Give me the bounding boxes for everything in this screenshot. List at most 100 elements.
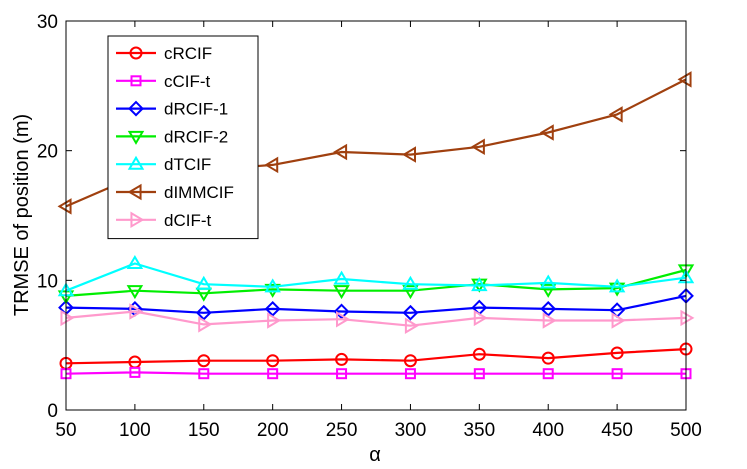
x-tick-label-300: 300 <box>395 420 427 441</box>
legend-item-dCIF-t: dCIF-t <box>116 211 212 230</box>
data-point-cRCIF-400 <box>541 351 555 365</box>
data-point-dRCIF-1-250 <box>333 303 350 320</box>
data-point-dRCIF-2-300 <box>402 285 419 300</box>
data-point-dRCIF-2-400 <box>539 283 557 298</box>
legend-item-dRCIF-2: dRCIF-2 <box>116 127 228 146</box>
data-point-dCIF-t-200 <box>267 312 282 329</box>
y-tick-label-30: 30 <box>37 12 58 33</box>
legend: cRCIF cCIF-t dRCIF-1 dRCIF-2 dTCIF dIMMCIF dCI… <box>107 35 259 240</box>
x-tick-label-50: 50 <box>55 420 76 441</box>
legend-item-cCIF-t: cCIF-t <box>116 72 211 91</box>
data-point-dTCIF-450 <box>608 278 626 293</box>
data-point-cRCIF-200 <box>266 354 280 368</box>
series-dCIF-t <box>60 303 695 334</box>
legend-marker-dRCIF-1 <box>128 100 144 117</box>
data-point-cCIF-t-100 <box>129 366 141 378</box>
data-point-dCIF-t-150 <box>198 316 213 333</box>
data-point-dCIF-t-500 <box>680 309 695 327</box>
legend-label-dTCIF: dTCIF <box>164 155 211 174</box>
data-point-dTCIF-350 <box>471 277 488 292</box>
series-line-cCIF-t <box>65 371 686 375</box>
data-point-dTCIF-100 <box>126 255 144 270</box>
x-axis-label: α <box>369 444 381 466</box>
data-point-dTCIF-400 <box>539 274 557 289</box>
data-point-dCIF-t-350 <box>473 309 488 327</box>
data-point-cRCIF-300 <box>403 354 417 368</box>
series-line-dTCIF <box>65 262 687 292</box>
legend-marker-cCIF-t <box>130 75 142 87</box>
x-tick-label-100: 100 <box>119 420 151 441</box>
data-point-dTCIF-150 <box>195 275 213 290</box>
data-point-dIMMCIF-50 <box>57 198 72 215</box>
legend-label-dCIF-t: dCIF-t <box>164 211 212 230</box>
legend-label-dRCIF-1: dRCIF-1 <box>164 100 228 119</box>
y-tick-label-10: 10 <box>37 271 58 292</box>
data-point-cCIF-t-450 <box>611 368 623 380</box>
data-point-dTCIF-200 <box>264 278 281 293</box>
x-tick-label-450: 450 <box>601 420 633 441</box>
legend-label-dRCIF-2: dRCIF-2 <box>164 127 228 146</box>
series-line-dCIF-t <box>65 310 687 327</box>
legend-marker-cRCIF <box>129 46 143 60</box>
axes-frame <box>65 20 687 411</box>
data-point-dIMMCIF-250 <box>333 143 348 161</box>
series-line-dRCIF-2 <box>65 268 687 297</box>
legend-marker-dTCIF <box>127 155 145 170</box>
data-point-dRCIF-1-150 <box>195 304 212 321</box>
legend-marker-dRCIF-2 <box>127 130 145 145</box>
x-tick-label-150: 150 <box>188 420 220 441</box>
data-point-dRCIF-1-300 <box>402 304 419 321</box>
data-point-dTCIF-250 <box>333 270 350 285</box>
data-point-dCIF-t-250 <box>336 310 351 328</box>
legend-marker-dCIF-t <box>130 211 145 229</box>
data-point-dCIF-t-450 <box>611 312 626 329</box>
legend-label-cRCIF: cRCIF <box>164 44 212 63</box>
series-cCIF-t <box>60 366 692 380</box>
legend-label-dIMMCIF: dIMMCIF <box>164 183 234 202</box>
data-point-dRCIF-1-400 <box>540 300 557 317</box>
legend-item-dIMMCIF: dIMMCIF <box>116 183 234 202</box>
data-point-cRCIF-450 <box>610 346 624 360</box>
data-point-dIMMCIF-400 <box>539 124 554 141</box>
legend-item-dTCIF: dTCIF <box>116 155 211 174</box>
legend-label-cCIF-t: cCIF-t <box>164 72 211 91</box>
y-axis-label: TRMSE of position (m) <box>11 114 33 316</box>
series-line-cRCIF <box>65 348 687 365</box>
data-point-dTCIF-300 <box>402 275 419 290</box>
data-point-dRCIF-2-100 <box>126 285 144 300</box>
legend-item-cRCIF: cRCIF <box>116 44 212 63</box>
data-point-dRCIF-1-200 <box>264 300 281 317</box>
data-point-cRCIF-250 <box>335 352 349 366</box>
data-point-cCIF-t-400 <box>542 368 554 380</box>
data-point-cCIF-t-150 <box>198 368 210 380</box>
y-tick-label-20: 20 <box>37 142 58 163</box>
data-point-dCIF-t-300 <box>404 317 419 334</box>
x-tick-label-250: 250 <box>326 420 358 441</box>
data-point-dRCIF-2-450 <box>608 282 626 297</box>
series-line-dRCIF-1 <box>65 294 687 314</box>
data-point-cRCIF-350 <box>472 347 486 361</box>
data-point-dCIF-t-50 <box>60 309 75 327</box>
data-point-cCIF-t-200 <box>267 368 279 380</box>
y-tick-label-0: 0 <box>47 401 58 422</box>
data-point-cCIF-t-350 <box>473 368 485 380</box>
x-tick-label-350: 350 <box>463 420 495 441</box>
data-point-dRCIF-2-250 <box>333 285 350 300</box>
data-point-dIMMCIF-500 <box>677 71 692 88</box>
data-point-dCIF-t-100 <box>129 303 144 320</box>
data-point-cRCIF-150 <box>197 354 211 368</box>
legend-item-dRCIF-1: dRCIF-1 <box>116 100 228 119</box>
x-tick-label-200: 200 <box>257 420 289 441</box>
x-tick-label-400: 400 <box>532 420 564 441</box>
legend-marker-dIMMCIF <box>127 183 142 201</box>
data-point-dIMMCIF-300 <box>401 146 416 163</box>
x-tick-label-500: 500 <box>670 420 702 441</box>
data-point-dIMMCIF-450 <box>608 106 623 123</box>
data-point-dIMMCIF-350 <box>470 138 485 156</box>
data-point-cCIF-t-250 <box>336 368 348 380</box>
data-point-cCIF-t-300 <box>404 368 416 380</box>
axes: 50 100 150 200 250 300 350 400 450 500 0 10 20 30 <box>37 12 702 441</box>
data-point-dCIF-t-400 <box>542 312 557 329</box>
data-point-dIMMCIF-200 <box>264 156 279 174</box>
